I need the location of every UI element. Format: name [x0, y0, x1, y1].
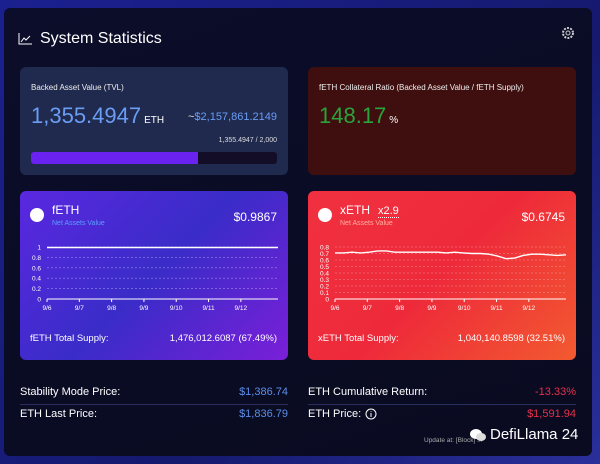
xeth-title: xETH x2.9	[340, 203, 399, 218]
feth-price: $0.9867	[233, 210, 277, 224]
info-icon[interactable]	[365, 408, 377, 420]
xeth-card[interactable]: xETH x2.9 Net Assets Value $0.6745 0 0.1 0.…	[308, 191, 576, 360]
y-tick-label: 0.2	[32, 286, 41, 293]
nav-series-line	[335, 250, 567, 260]
eth-last-price-label: ETH Last Price:	[20, 408, 98, 420]
ratio-label: fETH Collateral Ratio (Backed Asset Valu…	[319, 83, 524, 92]
stability-price-label: Stability Mode Price:	[20, 386, 121, 398]
line-chart-icon	[18, 33, 32, 45]
xeth-nav-chart: 00.10.20.30.40.50.60.70.8 9/6 9/7 9/8 9/9 9/1…	[320, 245, 567, 312]
tvl-usd: ~$2,157,861.2149	[188, 111, 277, 123]
y-tick-label: 0.4	[320, 271, 329, 278]
eth-price-label-row: ETH Price:	[308, 408, 377, 420]
divider	[308, 404, 576, 405]
tvl-progress-fill	[31, 152, 198, 164]
x-tick-label: 9/10	[458, 305, 471, 312]
feth-logo-icon	[30, 208, 44, 222]
tvl-unit: ETH	[144, 115, 165, 126]
title-text: System Statistics	[40, 30, 162, 47]
y-tick-label: 0	[325, 297, 329, 304]
x-tick-label: 9/12	[235, 305, 248, 312]
x-tick-label: 9/10	[170, 305, 183, 312]
tvl-progress-bar	[31, 152, 277, 164]
watermark-text: DefiLlama 24	[490, 426, 579, 443]
collateral-ratio-card: fETH Collateral Ratio (Backed Asset Valu…	[308, 67, 576, 175]
x-tick-label: 9/11	[202, 305, 215, 312]
ratio-unit: %	[389, 115, 399, 126]
y-tick-label: 0.3	[320, 277, 329, 284]
y-tick-label: 0.7	[320, 251, 329, 258]
tvl-capacity: 1,355.4947 / 2,000	[218, 137, 277, 144]
eth-price-label: ETH Price:	[308, 408, 362, 420]
tvl-usd-value: $2,157,861.2149	[194, 111, 277, 123]
x-tick-label: 9/8	[395, 305, 404, 312]
eth-last-price-value: $1,836.79	[239, 408, 288, 420]
divider	[20, 404, 288, 405]
x-tick-label: 9/7	[75, 305, 84, 312]
xeth-supply-label: xETH Total Supply:	[318, 333, 399, 344]
feth-card[interactable]: fETH Net Assets Value $0.9867 0 0.2 0.4 0.6…	[20, 191, 288, 360]
feth-subtitle: Net Assets Value	[52, 220, 105, 227]
xeth-price: $0.6745	[521, 210, 565, 224]
update-timestamp: Update at: [Block] ...	[424, 437, 483, 444]
xeth-name: xETH	[340, 203, 370, 217]
feth-nav-chart: 0 0.2 0.4 0.6 0.8 1 9/6 9/7 9/8 9/9 9/10 9/11 9/12	[32, 245, 278, 312]
y-tick-label: 0.5	[320, 264, 329, 271]
gear-icon[interactable]	[561, 26, 575, 40]
tvl-label: Backed Asset Value (TVL)	[31, 83, 124, 92]
xeth-logo-icon	[318, 208, 332, 222]
watermark: DefiLlama 24	[470, 426, 578, 443]
xeth-subtitle: Net Assets Value	[340, 220, 393, 227]
y-tick-label: 0.1	[320, 290, 329, 297]
tvl-number: 1,355.4947	[31, 103, 142, 128]
xeth-leverage[interactable]: x2.9	[378, 205, 399, 218]
y-tick-label: 0.8	[32, 255, 41, 262]
y-tick-label: 0	[37, 297, 41, 304]
y-tick-label: 1	[37, 245, 41, 252]
y-tick-label: 0.6	[320, 258, 329, 265]
x-tick-label: 9/12	[523, 305, 536, 312]
eth-price-value: $1,591.94	[527, 408, 576, 420]
eth-return-label: ETH Cumulative Return:	[308, 386, 428, 398]
x-tick-label: 9/11	[490, 305, 503, 312]
x-tick-label: 9/8	[107, 305, 116, 312]
feth-supply-label: fETH Total Supply:	[30, 333, 109, 344]
feth-supply-value: 1,476,012.6087 (67.49%)	[169, 333, 277, 344]
ratio-value: 148.17%	[319, 103, 398, 129]
x-tick-label: 9/7	[363, 305, 372, 312]
x-tick-label: 9/6	[330, 305, 339, 312]
xeth-supply-value: 1,040,140.8598 (32.51%)	[457, 333, 565, 344]
ratio-number: 148.17	[319, 103, 387, 128]
x-tick-label: 9/9	[427, 305, 436, 312]
feth-name: fETH	[52, 203, 80, 217]
stability-price-value: $1,386.74	[239, 386, 288, 398]
eth-return-value: -13.33%	[535, 386, 576, 398]
x-tick-label: 9/6	[42, 305, 51, 312]
y-tick-label: 0.4	[32, 276, 41, 283]
y-tick-label: 0.8	[320, 245, 329, 252]
y-tick-label: 0.2	[320, 284, 329, 291]
tvl-value: 1,355.4947 ETH	[31, 103, 164, 129]
approx-sign: ~	[187, 111, 195, 123]
page-title: System Statistics	[18, 30, 162, 48]
tvl-card: Backed Asset Value (TVL) 1,355.4947 ETH ~…	[20, 67, 288, 175]
y-tick-label: 0.6	[32, 265, 41, 272]
wechat-icon	[470, 428, 486, 441]
x-tick-label: 9/9	[139, 305, 148, 312]
